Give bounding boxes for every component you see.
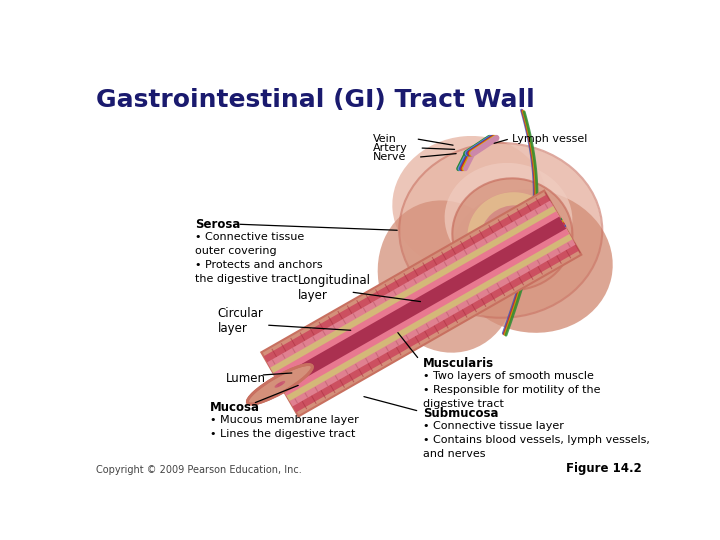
- Ellipse shape: [451, 190, 613, 333]
- Ellipse shape: [248, 364, 312, 404]
- Polygon shape: [261, 191, 581, 416]
- Text: Lumen: Lumen: [225, 373, 266, 386]
- Ellipse shape: [452, 178, 572, 290]
- Polygon shape: [276, 217, 566, 390]
- Text: • Two layers of smooth muscle
• Responsible for motility of the
digestive tract: • Two layers of smooth muscle • Responsi…: [423, 372, 600, 409]
- Ellipse shape: [392, 136, 547, 271]
- Polygon shape: [267, 201, 575, 407]
- Text: Figure 14.2: Figure 14.2: [566, 462, 642, 475]
- Ellipse shape: [274, 381, 286, 388]
- Polygon shape: [274, 211, 570, 396]
- Text: Gastrointestinal (GI) Tract Wall: Gastrointestinal (GI) Tract Wall: [96, 88, 535, 112]
- Text: Nerve: Nerve: [373, 152, 406, 162]
- Polygon shape: [264, 194, 579, 413]
- Text: Circular
layer: Circular layer: [218, 307, 264, 335]
- Text: Copyright © 2009 Pearson Education, Inc.: Copyright © 2009 Pearson Education, Inc.: [96, 465, 302, 475]
- Text: • Connective tissue layer
• Contains blood vessels, lymph vessels,
and nerves: • Connective tissue layer • Contains blo…: [423, 421, 650, 460]
- Ellipse shape: [258, 371, 302, 398]
- Polygon shape: [270, 206, 572, 401]
- Text: Lymph vessel: Lymph vessel: [513, 134, 588, 144]
- Text: • Mucous membrane layer
• Lines the digestive tract: • Mucous membrane layer • Lines the dige…: [210, 415, 359, 439]
- Text: Muscularis: Muscularis: [423, 357, 495, 370]
- Ellipse shape: [445, 163, 572, 275]
- Ellipse shape: [269, 377, 292, 392]
- Ellipse shape: [263, 374, 297, 395]
- Text: Longitudinal
layer: Longitudinal layer: [297, 274, 371, 302]
- Text: Mucosa: Mucosa: [210, 401, 260, 414]
- Ellipse shape: [400, 144, 601, 317]
- Text: Submucosa: Submucosa: [423, 407, 499, 420]
- Text: Artery: Artery: [373, 143, 408, 153]
- Ellipse shape: [378, 200, 516, 353]
- Ellipse shape: [481, 205, 549, 271]
- Ellipse shape: [251, 367, 308, 402]
- Text: Vein: Vein: [373, 134, 397, 144]
- Text: • Connective tissue
outer covering
• Protects and anchors
the digestive tract: • Connective tissue outer covering • Pro…: [194, 232, 323, 284]
- Text: Serosa: Serosa: [194, 218, 240, 231]
- Ellipse shape: [467, 192, 560, 281]
